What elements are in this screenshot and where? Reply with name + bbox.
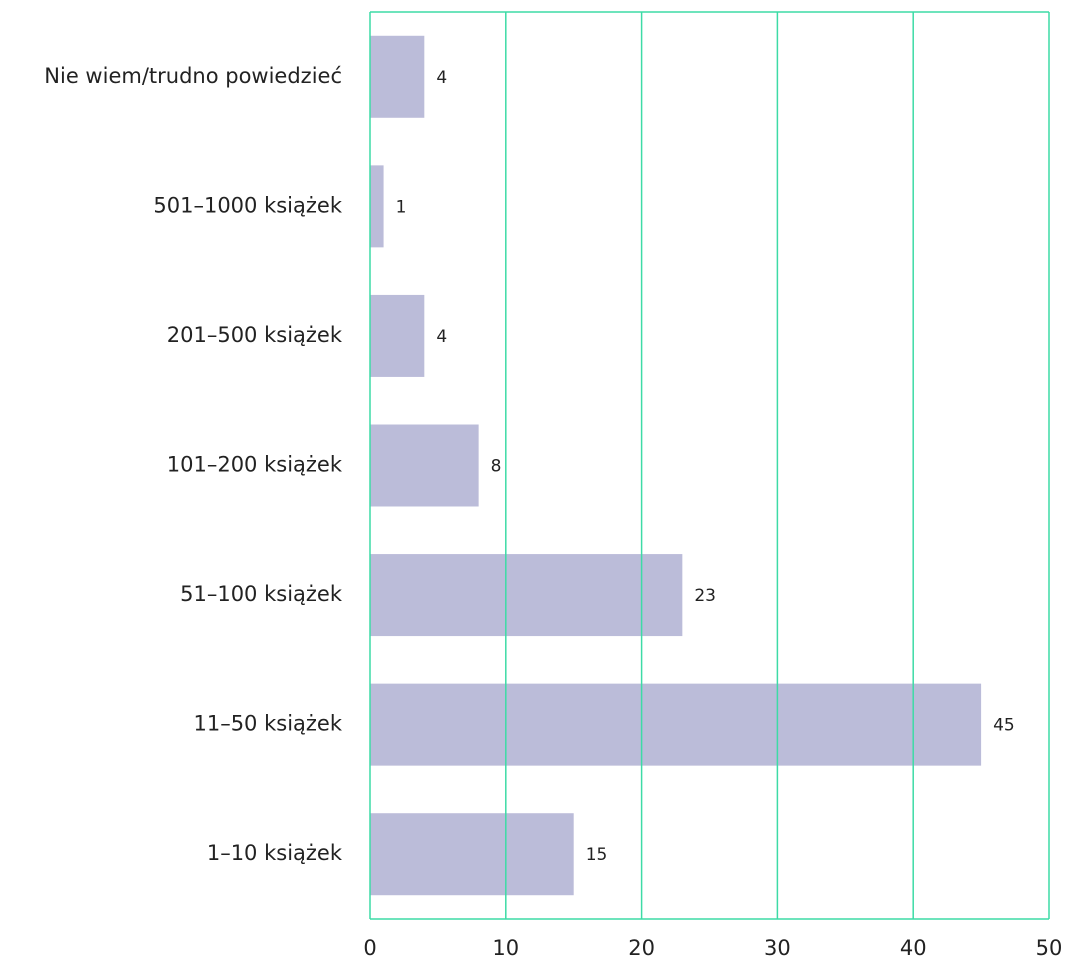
x-tick-label: 20 xyxy=(628,936,655,960)
category-label: 501–1000 książek xyxy=(153,193,342,217)
value-label: 45 xyxy=(993,716,1015,736)
bar-1 xyxy=(370,165,384,248)
value-label: 15 xyxy=(586,845,608,865)
bar-3 xyxy=(370,424,479,507)
bar-0 xyxy=(370,35,425,118)
category-label: 101–200 książek xyxy=(167,453,343,477)
bar-2 xyxy=(370,294,425,377)
bar-5 xyxy=(370,683,982,766)
value-label: 1 xyxy=(396,197,407,217)
bar-6 xyxy=(370,813,574,896)
x-tick-label: 10 xyxy=(492,936,519,960)
value-label: 4 xyxy=(436,327,447,347)
x-tick-label: 30 xyxy=(764,936,791,960)
value-label: 4 xyxy=(436,68,447,88)
grid-layer xyxy=(369,11,1050,920)
value-label: 23 xyxy=(694,586,716,606)
value-label: 8 xyxy=(491,457,502,477)
bars-layer xyxy=(370,35,982,896)
labels-layer: Nie wiem/trudno powiedzieć 4 501–1000 ksią… xyxy=(44,64,1062,960)
category-label: 201–500 książek xyxy=(167,323,343,347)
x-tick-label: 0 xyxy=(363,936,376,960)
x-tick-label: 40 xyxy=(900,936,927,960)
category-label: 11–50 książek xyxy=(193,712,342,736)
category-label: 51–100 książek xyxy=(180,582,343,606)
category-label: 1–10 książek xyxy=(207,841,343,865)
x-tick-label: 50 xyxy=(1036,936,1063,960)
category-label: Nie wiem/trudno powiedzieć xyxy=(44,64,342,88)
bar-4 xyxy=(370,554,683,637)
